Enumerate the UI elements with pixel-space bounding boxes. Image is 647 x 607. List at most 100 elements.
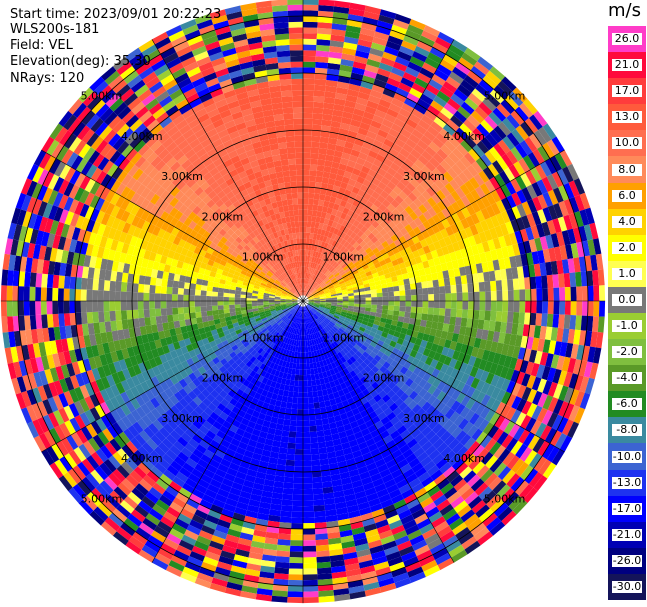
radar-gate — [269, 306, 276, 310]
radar-gate — [408, 317, 416, 325]
radar-gate — [489, 458, 503, 473]
radar-gate — [291, 511, 303, 518]
radar-gate — [349, 319, 357, 325]
radar-gate — [154, 394, 165, 405]
radar-gate — [436, 271, 444, 280]
radar-gate — [447, 454, 461, 467]
radar-gate — [269, 342, 276, 349]
radar-gate — [275, 469, 286, 477]
radar-gate — [445, 365, 455, 377]
radar-gate — [177, 451, 190, 463]
radar-gate — [319, 293, 326, 297]
radar-gate — [135, 483, 149, 496]
radar-gate — [226, 337, 234, 344]
radar-gate — [162, 322, 170, 331]
radar-gate — [300, 323, 302, 330]
radar-gate — [442, 171, 454, 183]
radar-gate — [207, 359, 216, 369]
radar-gate — [66, 362, 76, 377]
radar-gate — [317, 573, 333, 580]
radar-gate — [473, 282, 480, 293]
radar-gate — [103, 311, 111, 322]
radar-gate — [420, 456, 433, 468]
radar-gate — [274, 370, 281, 377]
radar-gate — [378, 148, 389, 158]
radar-gate — [542, 394, 554, 410]
radar-gate — [445, 293, 452, 301]
radar-gate — [240, 417, 250, 426]
radar-gate — [381, 118, 394, 129]
radar-gate — [99, 462, 113, 477]
radar-gate — [432, 41, 449, 55]
radar-gate — [339, 199, 348, 208]
radar-gate — [159, 354, 168, 364]
radar-gate — [309, 286, 314, 292]
radar-gate — [360, 446, 371, 456]
radar-gate — [294, 305, 300, 310]
radar-gate — [317, 436, 326, 443]
radar-gate — [280, 354, 286, 361]
radar-gate — [263, 294, 270, 298]
radar-gate — [265, 353, 272, 361]
radar-gate — [205, 430, 217, 440]
radar-gate — [331, 318, 338, 323]
radar-gate — [371, 304, 377, 309]
radar-gate — [511, 458, 525, 474]
radar-gate — [279, 314, 286, 319]
radar-gate — [334, 248, 340, 255]
radar-gate — [280, 297, 287, 300]
radar-gate — [319, 323, 325, 329]
radar-gate — [395, 504, 410, 515]
radar-gate — [578, 330, 587, 346]
radar-gate — [530, 167, 542, 182]
radar-gate — [354, 102, 367, 112]
radar-gate — [304, 289, 306, 296]
radar-gate — [482, 490, 497, 505]
radar-gate — [538, 459, 552, 476]
radar-gate — [547, 189, 559, 205]
radar-gate — [313, 303, 320, 307]
radar-gate — [435, 329, 443, 338]
radar-gate — [141, 414, 153, 427]
radar-gate — [372, 258, 380, 265]
radar-gate — [149, 308, 156, 318]
radar-gate — [414, 352, 423, 361]
radar-gate — [77, 228, 87, 242]
radar-gate — [323, 429, 332, 437]
radar-gate — [284, 384, 290, 392]
radar-gate — [313, 505, 326, 512]
radar-gate — [314, 298, 321, 300]
radar-gate — [315, 50, 330, 58]
radar-gate — [362, 279, 370, 285]
radar-gate — [299, 317, 302, 324]
radar-gate — [440, 262, 448, 272]
radar-gate — [223, 292, 230, 298]
radar-gate — [495, 280, 503, 291]
radar-gate — [475, 198, 486, 211]
radar-gate — [214, 449, 226, 459]
radar-gate — [217, 292, 224, 297]
radar-gate — [291, 351, 295, 358]
radar-gate — [486, 330, 495, 342]
radar-gate — [247, 326, 254, 333]
radar-gate — [92, 301, 99, 313]
radar-gate — [396, 379, 405, 389]
radar-gate — [116, 448, 130, 462]
radar-gate — [211, 291, 218, 297]
radar-gate — [451, 332, 460, 343]
radar-gate — [390, 416, 400, 426]
radar-gate — [512, 243, 521, 256]
radar-gate — [364, 136, 375, 145]
radar-gate — [202, 420, 213, 431]
radar-gate — [334, 449, 345, 458]
radar-gate — [253, 447, 264, 456]
radar-gate — [333, 254, 339, 262]
radar-gate — [308, 408, 315, 415]
radar-gate — [396, 478, 409, 489]
radar-gate — [311, 130, 321, 137]
radar-gate — [270, 309, 277, 314]
radar-gate — [436, 499, 451, 512]
radar-gate — [282, 372, 288, 380]
radar-gate — [300, 318, 303, 324]
radar-gate — [240, 326, 248, 333]
